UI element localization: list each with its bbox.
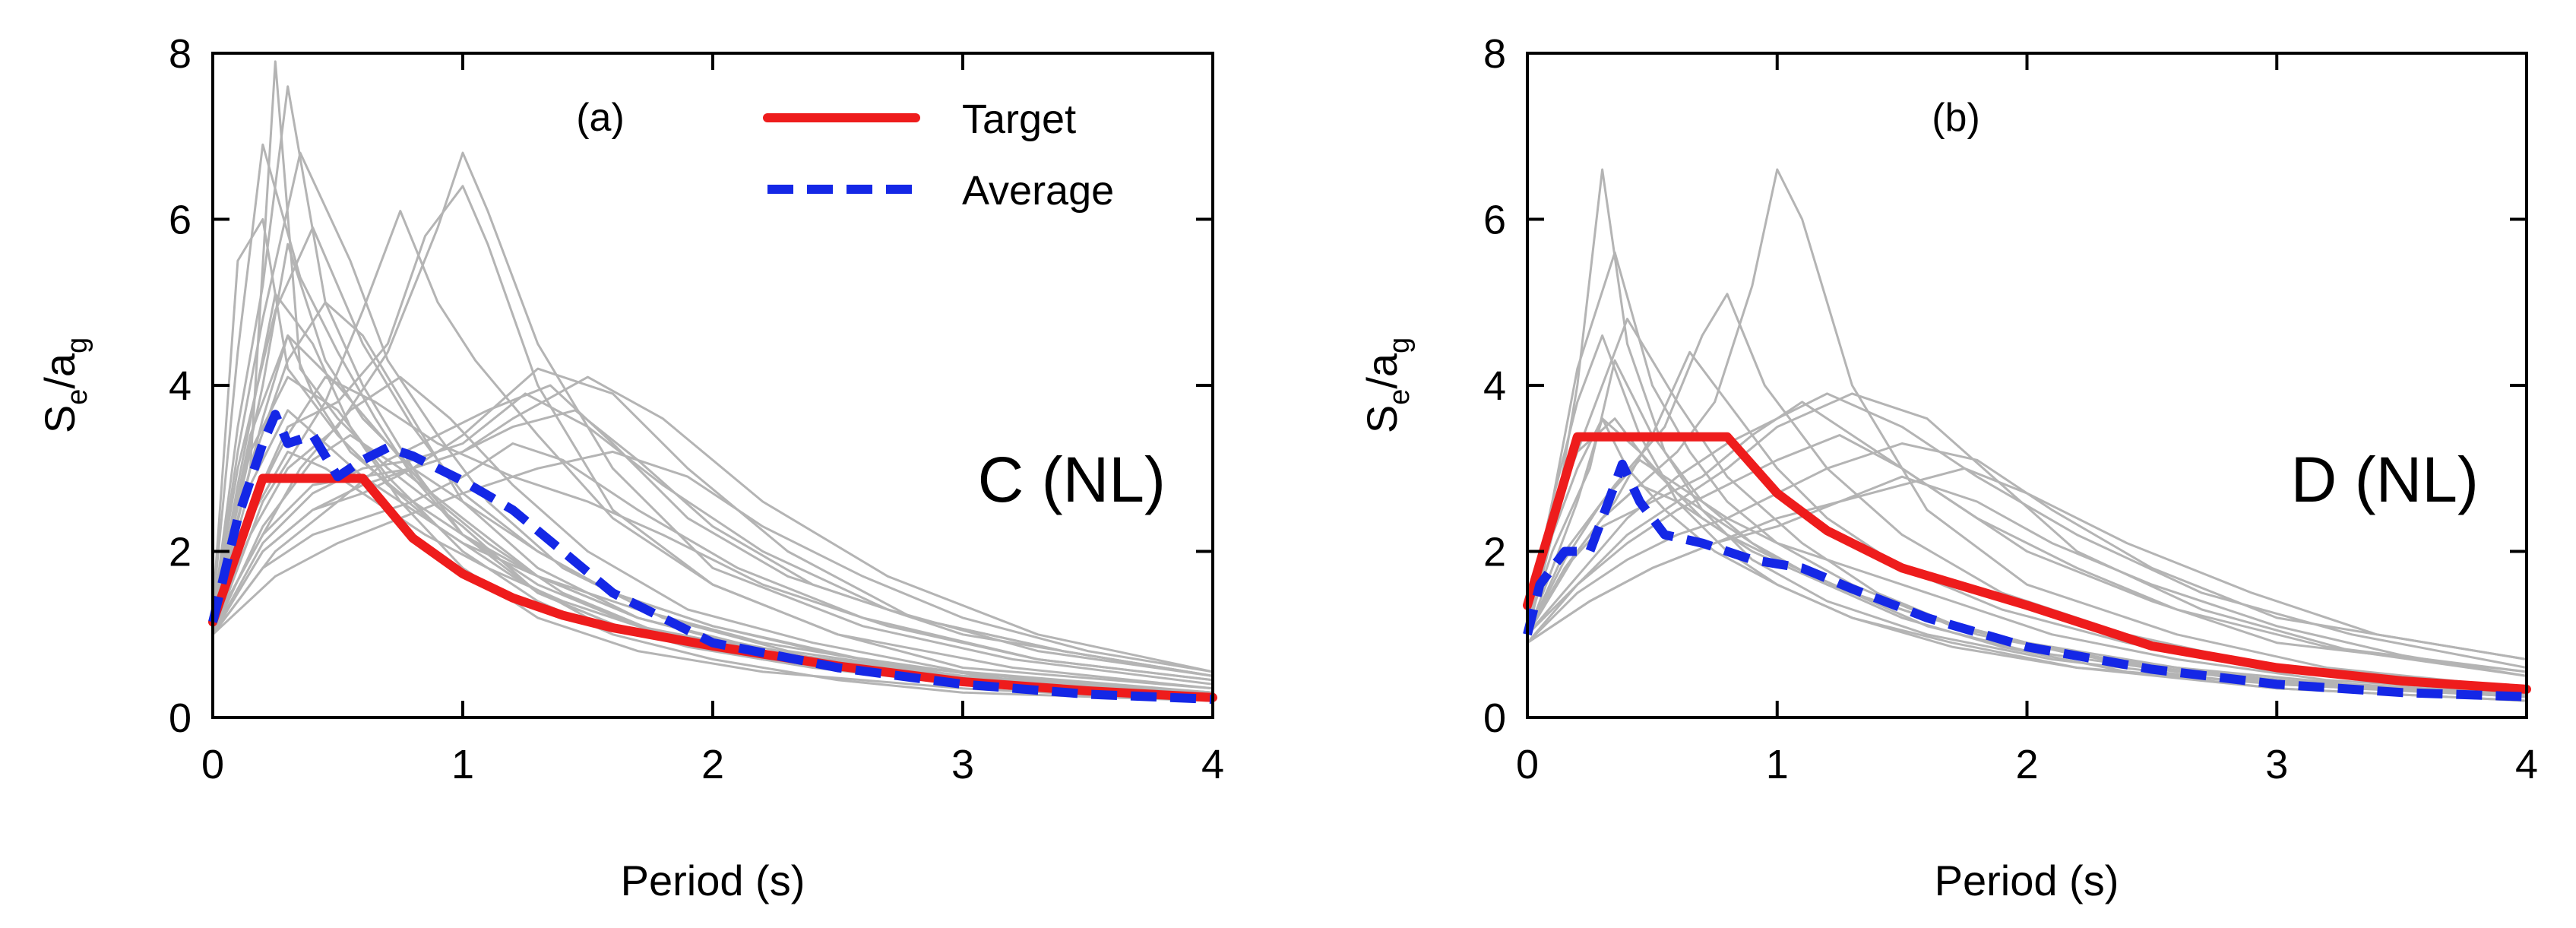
panel-a-record-line-5 xyxy=(211,151,1214,694)
panel-a-record-line-1 xyxy=(211,60,1214,698)
panel-b-record-line-7 xyxy=(1526,442,2527,660)
panel-b-average-line xyxy=(1523,459,2527,702)
panel-a-record-line-13 xyxy=(211,293,1214,702)
panel-a-ticks: 0 1 2 3 4 0 2 4 6 8 xyxy=(169,31,1224,787)
panel-b-record-line-17 xyxy=(1527,475,2527,677)
panel-a-series xyxy=(208,410,1217,704)
panel-b-x-tick-label: 3 xyxy=(2265,742,2288,787)
panel-a-x-tick-label: 0 xyxy=(201,742,224,787)
panel-a-record-line-18 xyxy=(211,384,1214,677)
panel-a-y-tick-label: 8 xyxy=(169,31,191,77)
panel-a-target-line xyxy=(208,474,1217,702)
panel-b-record-line-4 xyxy=(1526,392,2527,677)
panel-a-record-line-7 xyxy=(211,375,1214,673)
panel-b-y-axis-slash-a: /a xyxy=(1358,353,1406,389)
panel-b-y-axis-title: Se/ag xyxy=(1358,337,1416,433)
panel-a-y-axis-s: S xyxy=(36,405,84,433)
panel-a-x-tick-label: 3 xyxy=(951,742,974,787)
panel-a-label: (a) xyxy=(576,96,625,140)
panel-b-y-axis-sub-e: e xyxy=(1384,389,1416,405)
panel-a-x-tick-label: 2 xyxy=(701,742,724,787)
panel-b-record-line-14 xyxy=(1526,458,2527,694)
panel-b-y-tick-label: 0 xyxy=(1483,695,1506,741)
panel-b-label: (b) xyxy=(1932,96,1980,140)
panel-b-y-tick-label: 4 xyxy=(1483,363,1506,409)
panel-b-record-line-10 xyxy=(1526,401,2527,673)
panel-b-y-tick-label: 6 xyxy=(1483,198,1506,243)
legend-target-label: Target xyxy=(962,97,1076,142)
panel-a-y-tick-label: 2 xyxy=(169,530,191,575)
panel-a-record-line-26 xyxy=(211,450,1214,673)
panel-a-y-axis-title: Se/ag xyxy=(36,337,93,433)
panel-b-x-axis-title: Period (s) xyxy=(1935,857,2119,904)
panel-b-target-line xyxy=(1523,432,2531,694)
panel-b-x-tick-label: 4 xyxy=(2515,742,2538,787)
panel-b-record-line-15 xyxy=(1526,350,2527,690)
panel-a-record-line-22 xyxy=(211,409,1214,694)
panel-b-zone-label: D (NL) xyxy=(2291,444,2479,515)
panel-b-plot-frame xyxy=(1526,52,2528,719)
panel-a-y-axis-sub-e: e xyxy=(62,389,93,405)
panel-b-record-line-16 xyxy=(1526,417,2527,698)
panel-a-y-tick-label: 6 xyxy=(169,198,191,243)
panel-a-record-line-9 xyxy=(211,143,1214,698)
panel-a-records xyxy=(211,60,1214,702)
panel-b-y-tick-label: 8 xyxy=(1483,31,1506,77)
legend: Target Average xyxy=(763,97,1114,214)
panel-a-zone-label: C (NL) xyxy=(978,444,1166,515)
panel-a-y-axis-slash-a: /a xyxy=(36,353,84,389)
panel-b-record-line-20 xyxy=(1526,483,2527,698)
panel-b-y-axis-sub-g: g xyxy=(1384,337,1416,353)
panel-a-y-tick-label: 0 xyxy=(169,695,191,741)
panel-b-x-tick-label: 2 xyxy=(2015,742,2038,787)
panel-b-y-tick-label: 2 xyxy=(1483,530,1506,575)
panel-a-record-line-25 xyxy=(211,375,1214,682)
panel-a-record-line-12 xyxy=(211,375,1214,702)
panel-a-record-line-17 xyxy=(211,242,1214,694)
panel-b-ticks: 0 1 2 3 4 0 2 4 6 8 xyxy=(1483,31,2538,787)
panel-b-record-line-19 xyxy=(1526,434,2527,673)
panel-a-record-line-4 xyxy=(211,151,1214,686)
panel-a-y-tick-label: 4 xyxy=(169,363,191,409)
panel-b-record-line-12 xyxy=(1526,392,2527,669)
panel-a: 0 1 2 3 4 0 2 4 6 8 (a) C (NL) Period (s) Se/ag T… xyxy=(36,31,1224,904)
panel-a-record-line-3 xyxy=(211,185,1214,690)
panel-a-y-axis-sub-g: g xyxy=(62,337,93,353)
panel-b-y-axis-s: S xyxy=(1358,405,1406,433)
panel-a-record-line-21 xyxy=(211,392,1214,677)
panel-a-x-tick-label: 1 xyxy=(451,742,474,787)
panel-a-x-tick-label: 4 xyxy=(1201,742,1224,787)
panel-b-x-tick-label: 1 xyxy=(1766,742,1789,787)
panel-a-x-axis-title: Period (s) xyxy=(621,857,805,904)
panel-b-x-tick-label: 0 xyxy=(1516,742,1539,787)
panel-b: 0 1 2 3 4 0 2 4 6 8 (b) D (NL) Period (s) Se/ag xyxy=(1358,31,2538,904)
panel-b-series xyxy=(1523,432,2531,702)
legend-average-label: Average xyxy=(962,168,1114,214)
panel-a-average-line xyxy=(208,410,1214,704)
